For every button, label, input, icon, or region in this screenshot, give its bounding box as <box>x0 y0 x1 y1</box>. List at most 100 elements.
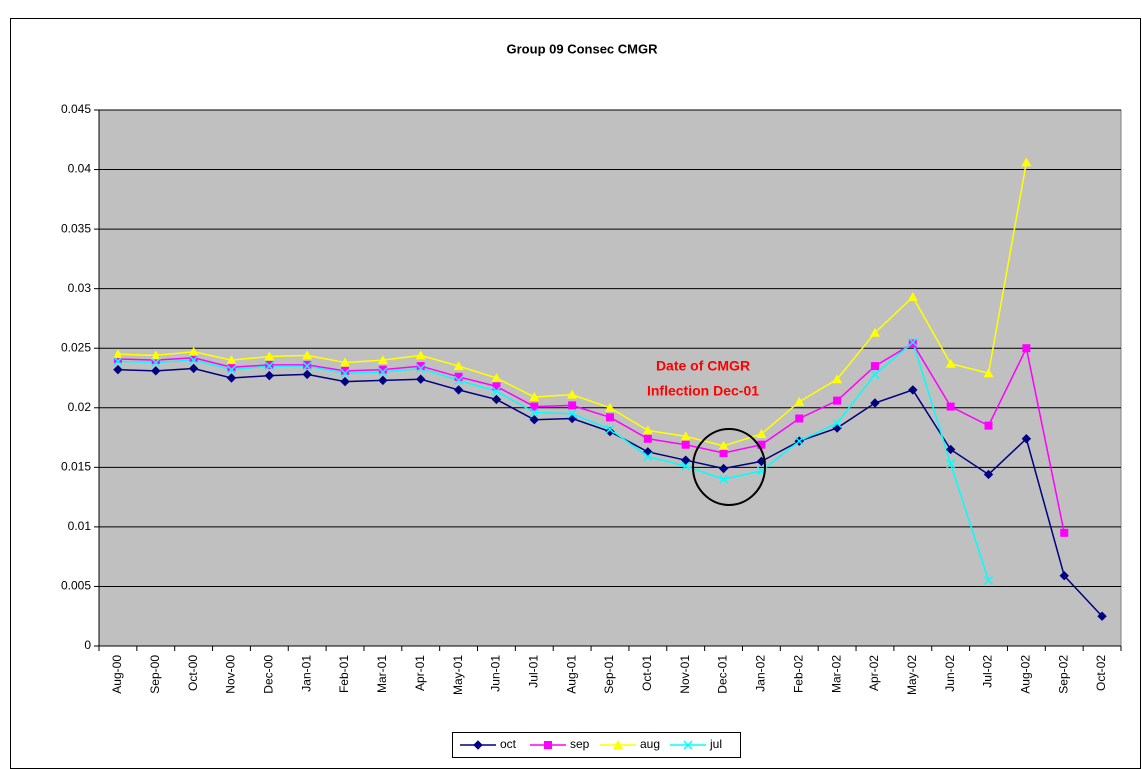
marker <box>718 440 729 450</box>
legend: oct sep aug jul <box>452 732 741 758</box>
marker <box>473 740 483 750</box>
marker <box>983 575 994 586</box>
x-tick-label: Jul-01 <box>526 655 540 688</box>
marker <box>1022 344 1031 353</box>
x-tick-label: Sep-01 <box>602 655 616 694</box>
marker <box>680 455 691 465</box>
marker <box>113 356 123 366</box>
marker <box>151 366 161 376</box>
x-tick-label: Mar-02 <box>829 655 843 693</box>
x-tick-label: Jan-01 <box>299 655 313 692</box>
marker <box>415 350 426 360</box>
marker <box>907 292 918 302</box>
marker <box>378 375 388 386</box>
marker <box>832 374 843 384</box>
x-tick-label: Dec-00 <box>262 655 276 694</box>
marker <box>1097 611 1107 621</box>
marker <box>303 360 312 369</box>
marker <box>150 350 161 360</box>
x-tick-label: Nov-01 <box>678 655 692 694</box>
x-tick-label: Oct-02 <box>1094 655 1108 691</box>
marker <box>606 413 614 422</box>
marker <box>1021 434 1032 444</box>
marker <box>984 421 993 430</box>
marker <box>680 431 691 441</box>
x-tick-label: Nov-00 <box>224 655 238 694</box>
marker <box>264 370 275 381</box>
marker <box>529 414 540 425</box>
x-tick-label: Feb-02 <box>791 655 805 693</box>
marker <box>870 362 879 371</box>
marker <box>529 392 540 402</box>
marker <box>226 365 237 375</box>
marker <box>188 346 199 356</box>
y-tick-label: 0.025 <box>61 340 91 354</box>
marker <box>264 361 274 371</box>
plot-area <box>98 109 1122 647</box>
marker <box>719 474 729 484</box>
marker <box>189 355 199 365</box>
y-tick-label: 0.01 <box>68 519 92 533</box>
marker <box>378 365 387 374</box>
marker <box>302 350 313 360</box>
marker <box>870 369 880 379</box>
marker <box>530 402 539 411</box>
y-tick-label: 0 <box>84 638 91 652</box>
x-tick-label: Sep-00 <box>148 655 162 694</box>
marker <box>453 361 464 371</box>
marker <box>416 374 426 384</box>
marker <box>719 449 728 458</box>
marker <box>605 424 615 434</box>
marker <box>340 376 350 387</box>
highlight-circle <box>692 428 766 506</box>
marker <box>341 366 350 375</box>
x-tick-label: Sep-02 <box>1056 655 1070 694</box>
marker <box>529 408 539 418</box>
marker <box>491 386 501 396</box>
legend-label: jul <box>709 737 722 751</box>
marker <box>264 351 275 361</box>
marker <box>416 363 426 374</box>
x-tick-label: May-02 <box>905 655 919 695</box>
marker <box>605 402 615 412</box>
x-tick-label: Jan-02 <box>754 655 768 692</box>
marker <box>869 327 880 337</box>
marker <box>945 358 956 368</box>
marker <box>757 440 766 449</box>
x-tick-label: Aug-00 <box>110 655 124 694</box>
marker <box>908 337 918 347</box>
marker <box>567 389 578 399</box>
legend-label: aug <box>640 737 660 751</box>
marker <box>643 452 653 462</box>
marker <box>833 396 842 405</box>
marker <box>983 469 994 480</box>
marker <box>491 373 502 382</box>
marker <box>453 385 464 395</box>
marker <box>681 440 690 449</box>
chart-title: Group 09 Consec CMGR <box>507 41 659 56</box>
marker <box>642 425 653 435</box>
marker <box>908 385 918 395</box>
marker <box>188 363 199 374</box>
marker <box>718 463 729 474</box>
marker <box>189 353 198 362</box>
marker <box>302 369 312 380</box>
marker <box>151 357 161 368</box>
marker <box>378 367 388 377</box>
x-tick-label: Mar-01 <box>375 655 389 693</box>
marker <box>567 409 577 419</box>
y-tick-label: 0.015 <box>61 460 91 474</box>
marker <box>1060 528 1069 537</box>
x-tick-label: Apr-01 <box>413 655 427 691</box>
legend-label: sep <box>570 737 590 751</box>
marker <box>454 372 463 381</box>
annotation: Inflection Dec-01 <box>647 383 759 399</box>
marker <box>983 368 994 378</box>
marker <box>946 459 956 469</box>
marker <box>226 355 237 365</box>
marker <box>265 360 274 369</box>
marker <box>1059 571 1069 581</box>
x-tick-label: May-01 <box>451 655 465 695</box>
marker <box>491 394 502 405</box>
